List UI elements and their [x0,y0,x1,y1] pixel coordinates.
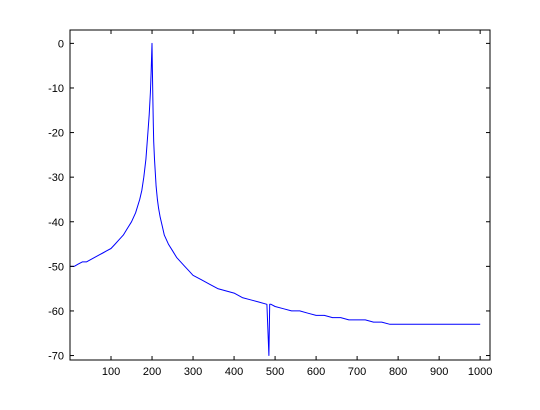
y-tick-label--10: -10 [48,83,64,95]
data-series-line-1 [70,42,481,356]
y-tick-label--50: -50 [48,261,64,273]
y-axis: 0 -10 -20 -30 -40 -50 -60 -70 [48,38,490,363]
x-tick-label-100: 100 [102,366,120,378]
x-tick-label-200: 200 [143,366,161,378]
plot-content [70,42,481,356]
x-axis: 100 200 300 400 500 600 700 800 900 1000 [102,30,492,378]
x-tick-label-600: 600 [307,366,325,378]
y-tick-label--20: -20 [48,128,64,140]
y-tick-label--40: -40 [48,217,64,229]
x-tick-label-700: 700 [348,366,366,378]
x-tick-label-400: 400 [225,366,243,378]
x-tick-label-900: 900 [430,366,448,378]
y-tick-label--70: -70 [48,351,64,363]
x-tick-label-800: 800 [389,366,407,378]
plot-frame [69,29,491,361]
x-tick-label-500: 500 [266,366,284,378]
y-tick-label--60: -60 [48,306,64,318]
y-tick-label--30: -30 [48,172,64,184]
x-tick-label-300: 300 [184,366,202,378]
x-tick-label-1000: 1000 [468,366,492,378]
y-tick-label-0: 0 [58,38,64,50]
